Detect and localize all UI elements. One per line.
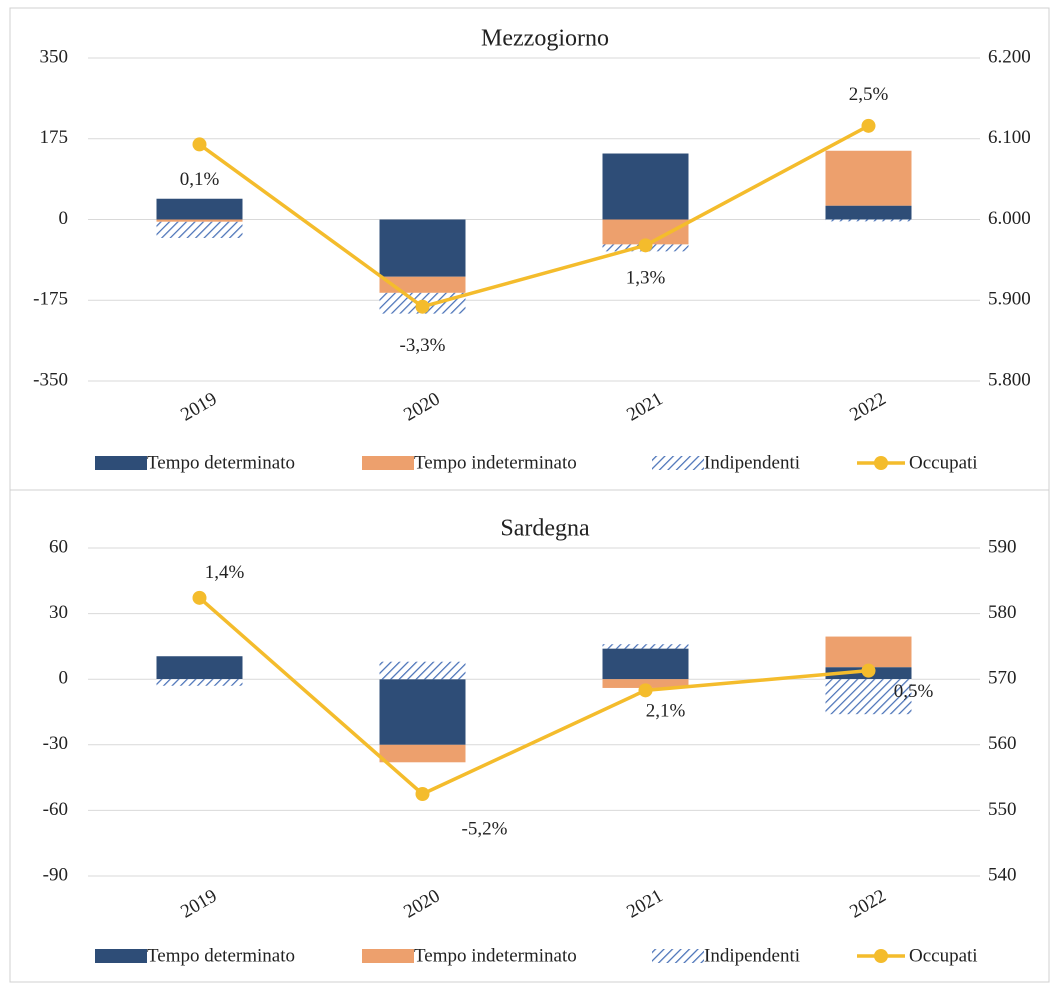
y2-tick-label: 560 <box>988 733 1017 754</box>
bar <box>825 636 912 668</box>
legend-swatch <box>652 949 704 963</box>
legend-label: Occupati <box>909 945 978 966</box>
x-tick-label: 2019 <box>177 885 220 922</box>
legend-label: Tempo determinato <box>147 945 295 966</box>
bar <box>825 219 912 222</box>
y2-tick-label: 570 <box>988 668 1017 689</box>
legend-swatch <box>95 949 147 963</box>
y-tick-label: 175 <box>40 127 69 148</box>
bar <box>156 656 243 680</box>
line <box>198 596 869 797</box>
y-tick-label: 30 <box>49 602 68 623</box>
point-label: 1,4% <box>205 562 245 583</box>
bar <box>602 153 689 220</box>
legend-label: Indipendenti <box>704 452 800 473</box>
bar <box>825 205 912 220</box>
legend-swatch <box>362 949 414 963</box>
panel-frame <box>9 489 1050 983</box>
point <box>638 683 653 698</box>
x-tick-label: 2020 <box>400 388 443 425</box>
y2-tick-label: 5.800 <box>988 369 1031 390</box>
y-tick-label: -175 <box>33 289 68 310</box>
legend-label: Indipendenti <box>704 945 800 966</box>
x-tick-label: 2022 <box>846 885 889 922</box>
bar <box>156 221 243 238</box>
y2-tick-label: 550 <box>988 799 1017 820</box>
legend-marker <box>874 456 888 470</box>
panel-frame <box>9 7 1050 491</box>
y-tick-label: 60 <box>49 536 68 557</box>
legend-marker <box>874 949 888 963</box>
bar <box>156 679 243 686</box>
x-tick-label: 2022 <box>846 388 889 425</box>
point <box>415 299 430 314</box>
legend-label: Tempo determinato <box>147 452 295 473</box>
y2-tick-label: 5.900 <box>988 289 1031 310</box>
bar <box>602 648 689 680</box>
point <box>861 663 876 678</box>
bar <box>379 679 466 745</box>
y2-tick-label: 590 <box>988 536 1017 557</box>
legend-label: Occupati <box>909 452 978 473</box>
x-tick-label: 2021 <box>623 885 666 922</box>
bar <box>156 219 243 222</box>
y-tick-label: -30 <box>43 733 68 754</box>
bar <box>379 219 466 277</box>
y-tick-label: 0 <box>59 208 69 229</box>
y-tick-label: -90 <box>43 864 68 885</box>
chart-title: Mezzogiorno <box>481 26 609 52</box>
x-tick-label: 2019 <box>177 388 220 425</box>
point-label: -3,3% <box>400 335 446 356</box>
bar <box>379 276 466 293</box>
point <box>415 787 430 801</box>
y2-tick-label: 580 <box>988 602 1017 623</box>
legend-swatch <box>652 456 704 470</box>
bar <box>156 198 243 220</box>
x-tick-label: 2021 <box>623 388 666 425</box>
x-tick-label: 2020 <box>400 885 443 922</box>
legend-swatch <box>95 456 147 470</box>
legend-label: Tempo indeterminato <box>414 452 577 473</box>
point-label: 1,3% <box>626 268 666 289</box>
y2-tick-label: 6.000 <box>988 208 1031 229</box>
y-tick-label: -350 <box>33 369 68 390</box>
bar <box>379 661 466 680</box>
chart-title: Sardegna <box>500 516 590 542</box>
point <box>192 137 207 152</box>
point-label: -5,2% <box>462 818 508 839</box>
point <box>861 118 876 133</box>
y-tick-label: 0 <box>59 668 69 689</box>
y-tick-label: 350 <box>40 46 69 67</box>
point-label: 2,5% <box>849 84 889 105</box>
y2-tick-label: 6.200 <box>988 46 1031 67</box>
point <box>638 238 653 253</box>
y2-tick-label: 540 <box>988 864 1017 885</box>
point-label: 0,1% <box>180 169 220 190</box>
point-label: 0,5% <box>894 681 934 702</box>
point-label: 2,1% <box>646 701 686 722</box>
y-tick-label: -60 <box>43 799 68 820</box>
point <box>192 590 207 605</box>
line <box>198 124 870 309</box>
y2-tick-label: 6.100 <box>988 127 1031 148</box>
legend-swatch <box>362 456 414 470</box>
bar <box>379 744 466 763</box>
bar <box>825 150 912 206</box>
bar <box>825 679 912 715</box>
bar <box>602 644 689 649</box>
legend-label: Tempo indeterminato <box>414 945 577 966</box>
